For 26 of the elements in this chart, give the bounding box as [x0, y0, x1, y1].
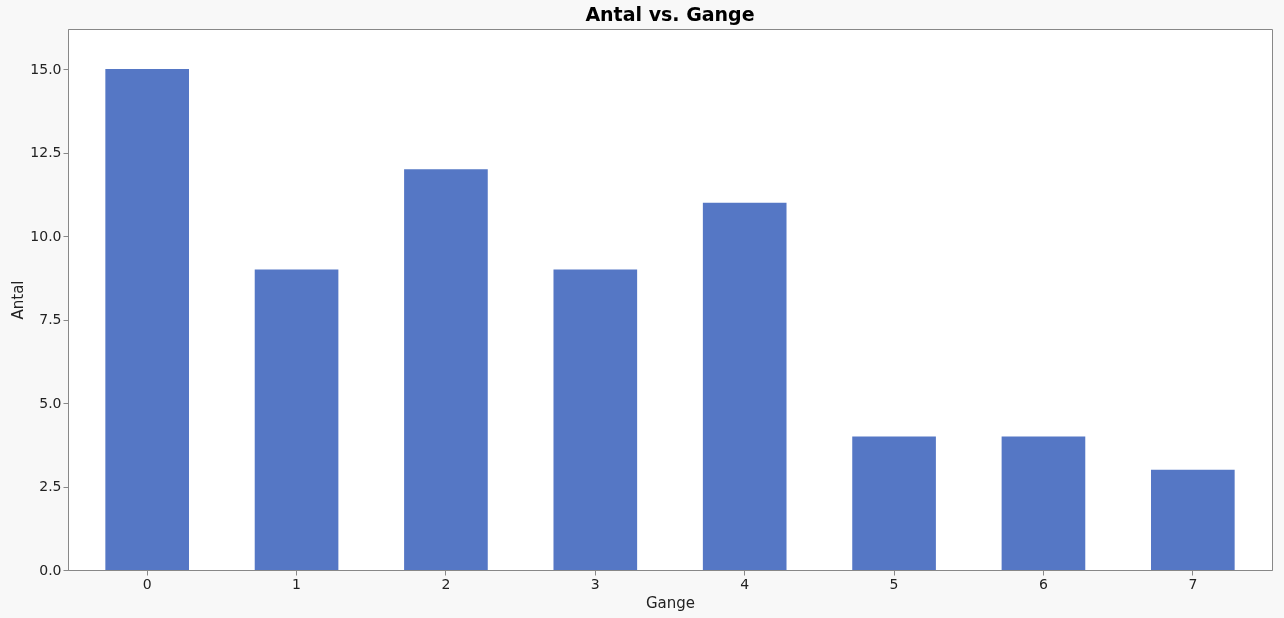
- x-tick-label: 6: [1038, 575, 1048, 592]
- x-tick-label: 1: [292, 575, 302, 592]
- x-tick-label: 4: [740, 575, 750, 592]
- y-tick-label: 0.0: [39, 561, 62, 578]
- x-tick-label: 2: [441, 575, 451, 592]
- chart-title: Antal vs. Gange: [585, 3, 755, 25]
- y-axis-title: Antal: [9, 280, 28, 320]
- bar: [1151, 469, 1235, 570]
- x-tick-label: 0: [142, 575, 152, 592]
- y-tick-label: 10.0: [30, 227, 62, 244]
- bar: [404, 169, 488, 570]
- bar: [1001, 436, 1086, 570]
- y-tick-label: 12.5: [30, 144, 62, 161]
- bar: [254, 269, 339, 570]
- bar: [105, 69, 189, 570]
- x-tick-label: 7: [1188, 575, 1198, 592]
- bar: [553, 269, 638, 570]
- bar: [702, 202, 787, 570]
- y-tick-label: 5.0: [39, 394, 62, 411]
- x-axis-title: Gange: [645, 593, 696, 612]
- x-tick-label: 5: [889, 575, 899, 592]
- bar: [852, 436, 936, 570]
- y-tick-label: 2.5: [39, 478, 62, 495]
- y-tick-label: 15.0: [30, 60, 62, 77]
- y-tick-label: 7.5: [39, 311, 62, 328]
- x-tick-label: 3: [590, 575, 600, 592]
